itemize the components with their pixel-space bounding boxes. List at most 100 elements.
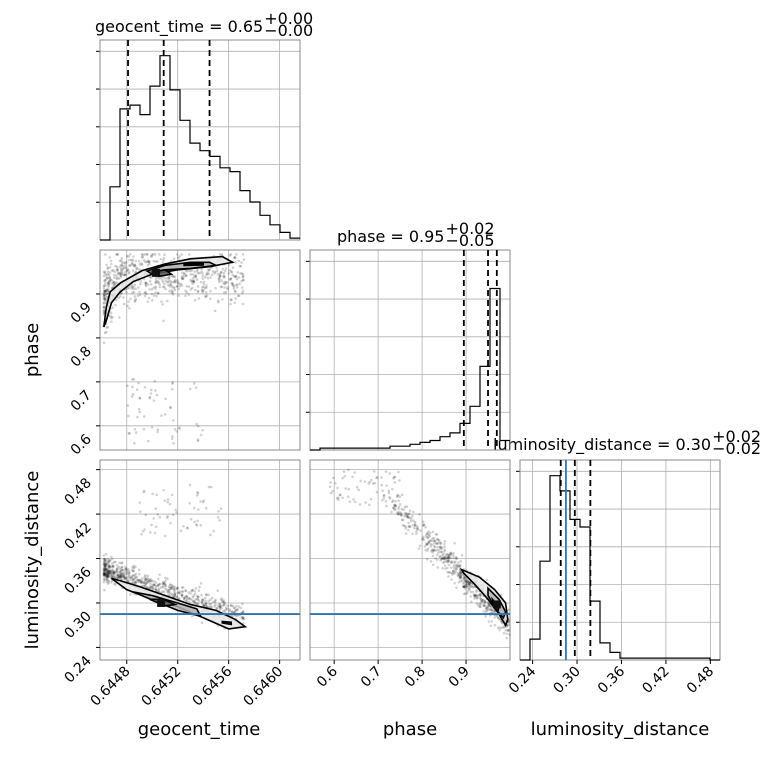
sample-point [110,269,114,272]
sample-point [403,514,406,518]
sample-point [128,253,132,256]
sample-point [124,577,127,581]
sample-point [388,495,391,499]
sample-point [152,286,156,289]
sample-point [127,568,130,571]
sample-point [425,557,429,561]
sample-point [134,572,138,576]
sample-point [442,552,445,556]
sample-point [115,567,119,571]
sample-point [133,427,137,431]
sample-point [171,293,175,296]
sample-point [395,494,399,497]
sample-point [219,598,223,601]
sample-point [141,529,145,533]
sample-point [183,596,186,600]
sample-point [223,282,227,286]
sample-point [120,575,123,579]
sample-point [206,276,210,280]
sample-point [448,571,452,574]
sample-point [337,498,340,501]
sample-point [169,406,173,409]
sample-point [134,431,138,434]
sample-point [458,575,462,579]
sample-point [138,501,142,504]
sample-point [370,478,373,482]
sample-point [228,609,231,613]
sample-point [109,570,113,573]
sample-point [195,524,199,527]
sample-point [241,291,244,295]
sample-point [150,288,154,291]
sample-point [131,581,135,585]
sample-point [202,499,206,502]
sample-point [123,575,126,578]
sample-point [210,273,214,277]
sample-point [447,563,451,567]
sample-point [187,596,191,600]
sample-point [119,575,122,579]
sample-point [429,545,433,548]
sample-point [162,582,166,585]
sample-point [194,587,198,590]
sample-point [452,569,455,573]
sample-point [185,269,189,273]
sample-point [173,593,176,596]
sample-point [103,568,106,572]
sample-point [439,546,442,549]
sample-point [232,610,236,614]
sample-point [177,591,181,595]
sample-point [454,557,458,561]
sample-point [507,623,510,627]
sample-point [102,301,106,304]
sample-point [424,533,428,537]
sample-point [233,256,237,260]
sample-point [139,280,143,283]
sample-point [196,439,200,443]
sample-point [145,253,149,256]
sample-point [329,481,332,484]
sample-point [173,594,176,598]
sample-point [462,585,466,588]
sample-point [112,570,116,574]
sample-point [166,590,169,594]
sample-point [231,604,235,608]
sample-point [211,600,215,604]
sample-point [393,503,396,507]
sample-point [218,280,221,284]
sample-point [169,521,172,525]
sample-point [408,525,411,528]
sample-point [229,253,233,256]
sample-point [459,576,462,579]
sample-point [142,427,146,431]
sample-point [450,571,454,575]
sample-point [134,565,137,569]
sample-point [106,571,110,574]
sample-point [154,581,158,584]
sample-point [222,271,226,275]
sample-point [429,560,433,563]
sample-point [179,282,183,286]
sample-point [136,580,140,584]
sample-point [462,576,466,579]
sample-point [127,574,131,578]
sample-point [104,272,107,275]
sample-point [112,284,116,287]
sample-point [406,515,409,518]
sample-point [410,517,413,520]
sample-point [136,415,139,419]
sample-point [154,280,158,284]
sample-point [463,585,466,589]
sample-point [219,604,223,608]
sample-point [421,524,425,527]
sample-point [487,601,490,605]
sample-point [411,514,414,518]
sample-point [226,286,229,289]
sample-point [173,288,177,292]
sample-point [452,571,455,574]
sample-point [102,341,106,345]
sample-point [408,509,412,512]
sample-point [122,302,126,306]
sample-point [142,581,146,585]
sample-point [105,569,108,572]
